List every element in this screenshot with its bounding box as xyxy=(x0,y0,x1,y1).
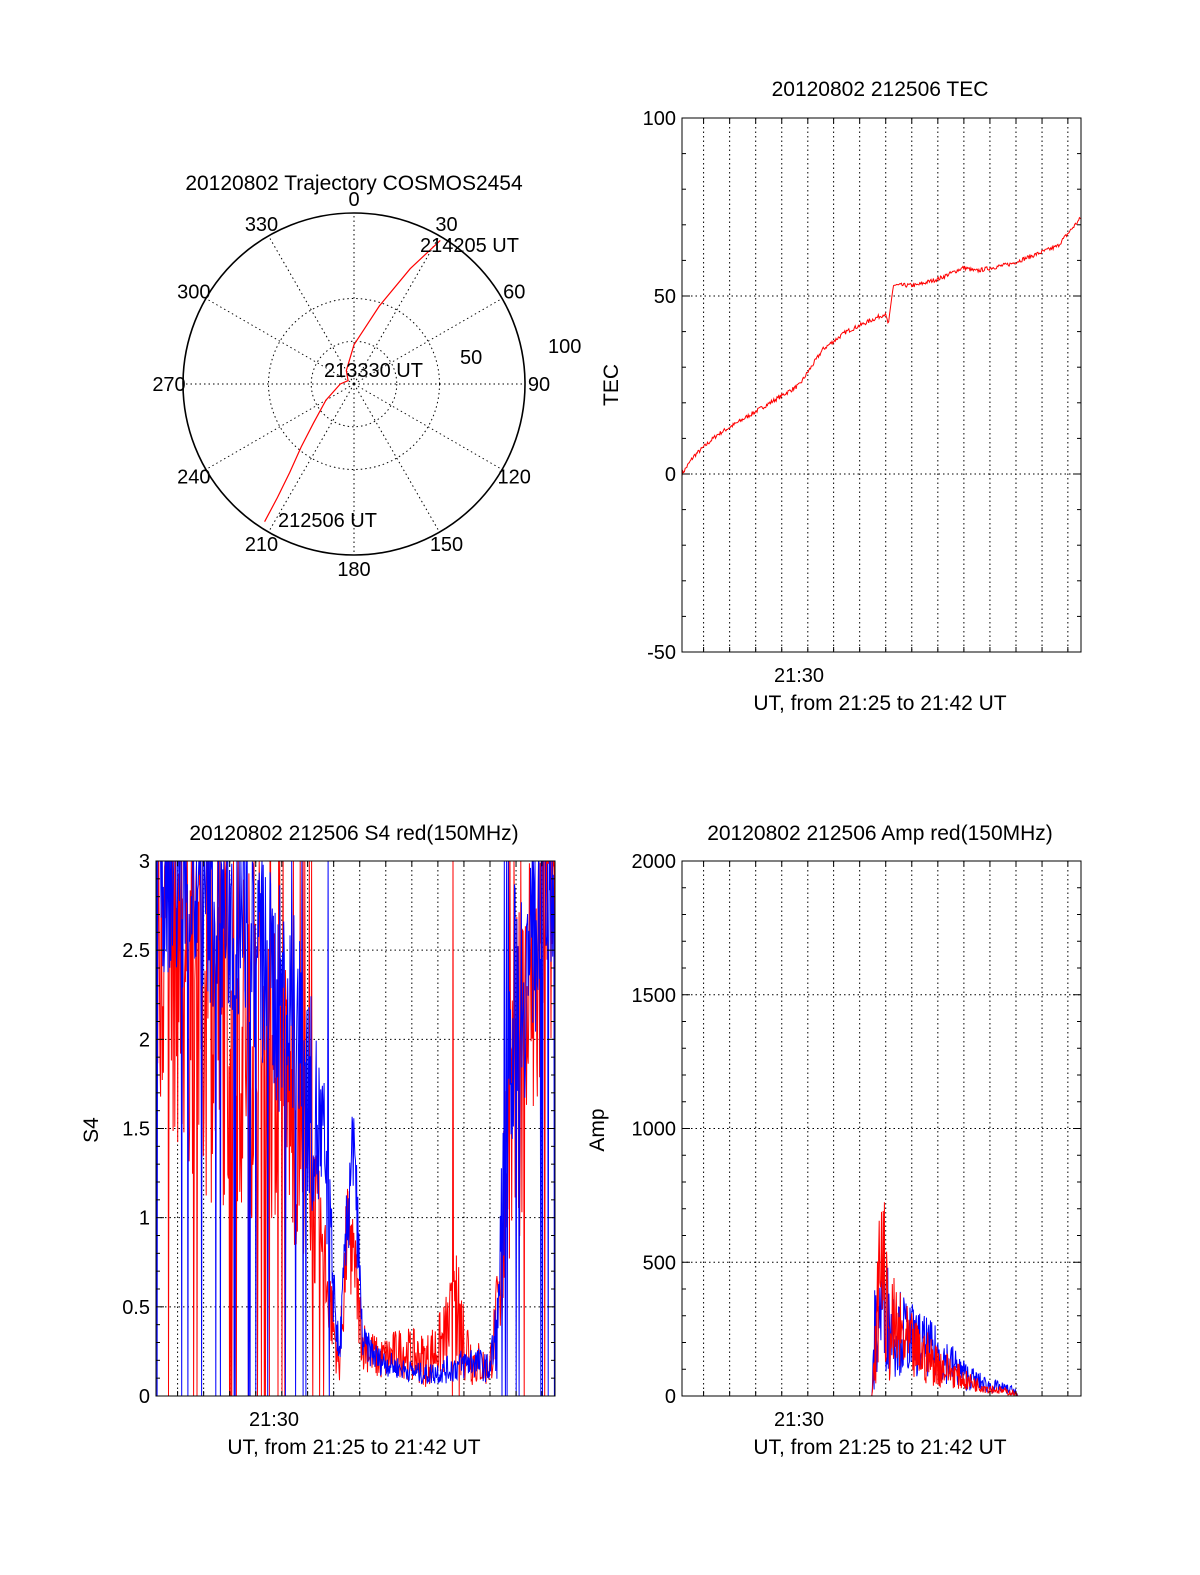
polar-spoke-150 xyxy=(353,383,440,533)
polar-ring-1 xyxy=(310,340,398,428)
tec-y-ticks: -50 0 50 100 xyxy=(643,108,1081,664)
tec-series xyxy=(681,216,1082,477)
amp-chart: 20120802 212506 Amp red(150MHz) 0 500 1000… xyxy=(586,822,1082,1459)
y-tick-label: 1000 xyxy=(632,1119,677,1141)
polar-azimuth-label: 300 xyxy=(177,282,210,304)
amp-title: 20120802 212506 Amp red(150MHz) xyxy=(707,822,1053,845)
polar-radial-label-50: 50 xyxy=(460,347,482,369)
y-tick-label: 2000 xyxy=(632,851,677,873)
amp-x-label: UT, from 21:25 to 21:42 UT xyxy=(753,1436,1006,1459)
amp-y-ticks: 0 500 1000 1500 2000 xyxy=(632,851,1081,1408)
tec-chart: 20120802 212506 TEC -50 0 50 100 21:30 UT, … xyxy=(600,78,1082,715)
polar-azimuth-label: 120 xyxy=(498,467,531,489)
polar-spoke-30 xyxy=(353,235,440,385)
polar-azimuth-label: 210 xyxy=(245,534,278,556)
annotation-start-time: 212506 UT xyxy=(278,510,377,532)
polar-spoke-120 xyxy=(353,383,503,470)
y-tick-label: 3 xyxy=(139,851,150,873)
s4-title: 20120802 212506 S4 red(150MHz) xyxy=(189,822,518,845)
y-tick-label: 0 xyxy=(665,1386,676,1408)
s4-x-tick-label: 21:30 xyxy=(249,1409,299,1431)
polar-azimuth-label: 0 xyxy=(348,189,359,211)
series-line-0 xyxy=(681,216,1082,477)
polar-azimuth-label: 180 xyxy=(337,559,370,581)
y-tick-label: 0 xyxy=(665,464,676,486)
polar-title: 20120802 Trajectory COSMOS2454 xyxy=(185,172,523,195)
polar-outer-circle xyxy=(182,212,526,556)
tec-grid xyxy=(682,118,1081,652)
annotation-mid-time: 213330 UT xyxy=(324,360,423,382)
y-tick-label: 1.5 xyxy=(122,1119,150,1141)
y-tick-label: -50 xyxy=(647,642,676,664)
polar-azimuth-label: 330 xyxy=(245,214,278,236)
s4-chart: 20120802 212506 S4 red(150MHz) 0 0.5 1 1.5 2… xyxy=(80,822,556,1459)
y-tick-label: 1500 xyxy=(632,985,677,1007)
polar-radial-label-100: 100 xyxy=(548,336,581,358)
y-tick-label: 0 xyxy=(139,1386,150,1408)
trajectory-line xyxy=(264,239,441,522)
polar-trajectory-line xyxy=(264,239,441,522)
tec-title: 20120802 212506 TEC xyxy=(772,78,989,101)
polar-spoke-210 xyxy=(268,383,355,533)
amp-y-label: Amp xyxy=(586,1108,609,1151)
polar-trajectory-chart: 20120802 Trajectory COSMOS2454 0 30 60 90 12… xyxy=(152,172,581,581)
polar-spoke-60 xyxy=(353,298,503,385)
s4-series xyxy=(156,860,556,1397)
tec-y-label: TEC xyxy=(600,364,623,406)
polar-azimuth-label: 270 xyxy=(152,374,185,396)
tec-x-tick-label: 21:30 xyxy=(774,665,824,687)
polar-azimuth-label: 240 xyxy=(177,467,210,489)
y-tick-label: 50 xyxy=(654,286,676,308)
tec-frame xyxy=(681,117,1082,653)
s4-y-label: S4 xyxy=(80,1117,103,1143)
polar-grid xyxy=(182,212,526,556)
s4-y-ticks: 0 0.5 1 1.5 2 2.5 3 xyxy=(122,851,555,1408)
polar-azimuth-label: 60 xyxy=(503,282,525,304)
polar-azimuth-label: 150 xyxy=(430,534,463,556)
y-tick-label: 2.5 xyxy=(122,940,150,962)
polar-azimuth-label: 30 xyxy=(435,214,457,236)
y-tick-label: 0.5 xyxy=(122,1297,150,1319)
y-tick-label: 1 xyxy=(139,1208,150,1230)
amp-x-tick-label: 21:30 xyxy=(774,1409,824,1431)
polar-azimuth-label: 90 xyxy=(528,374,550,396)
y-tick-label: 100 xyxy=(643,108,676,130)
s4-x-label: UT, from 21:25 to 21:42 UT xyxy=(227,1436,480,1459)
amp-series xyxy=(682,1202,1081,1397)
y-tick-label: 2 xyxy=(139,1029,150,1051)
series-line-1 xyxy=(156,860,556,1397)
polar-spoke-300 xyxy=(205,298,355,385)
polar-azimuth-labels: 0 30 60 90 120 150 180 210 240 270 300 330 xyxy=(152,189,550,581)
polar-spoke-240 xyxy=(205,383,355,470)
y-tick-label: 500 xyxy=(643,1252,676,1274)
tec-x-label: UT, from 21:25 to 21:42 UT xyxy=(753,692,1006,715)
annotation-end-time: 214205 UT xyxy=(420,235,519,257)
polar-spoke-330 xyxy=(268,235,355,385)
